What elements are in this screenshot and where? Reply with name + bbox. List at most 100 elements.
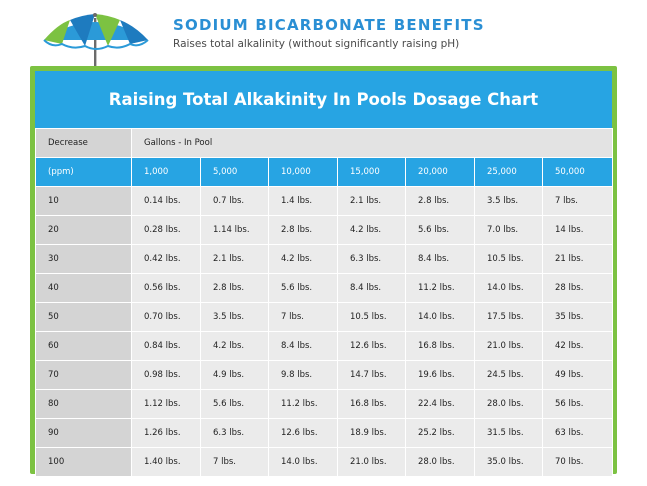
ppm-cell: 70 [35,360,132,390]
dosage-cell: 19.6 lbs. [405,360,475,390]
dosage-cell: 14.0 lbs. [405,302,475,332]
dosage-cell: 14.0 lbs. [268,447,338,477]
dosage-cell: 28 lbs. [541,273,614,303]
dosage-cell: 1.26 lbs. [131,418,201,448]
dosage-cell: 5.6 lbs. [200,389,269,419]
ppm-cell: 80 [35,389,132,419]
ppm-cell: 10 [35,186,132,216]
dosage-table: Decrease Gallons - In Pool (ppm) 1,000 5… [35,128,614,477]
dosage-cell: 2.8 lbs. [200,273,269,303]
dosage-cell: 24.5 lbs. [474,360,543,390]
dosage-cell: 7 lbs. [541,186,614,216]
dosage-cell: 2.8 lbs. [405,186,475,216]
dosage-cell: 70 lbs. [541,447,614,477]
dosage-cell: 56 lbs. [541,389,614,419]
dosage-cell: 2.8 lbs. [268,215,338,245]
dosage-cell: 16.8 lbs. [337,389,406,419]
dosage-cell: 1.12 lbs. [131,389,201,419]
dosage-cell: 28.0 lbs. [474,389,543,419]
gallons-header: Gallons - In Pool [130,128,614,158]
decrease-header: Decrease [35,128,132,158]
dosage-cell: 4.9 lbs. [200,360,269,390]
dosage-cell: 21.0 lbs. [474,331,543,361]
table-row: 10 0.14 lbs. 0.7 lbs. 1.4 lbs. 2.1 lbs. 2.8 l… [35,186,614,216]
dosage-cell: 12.6 lbs. [268,418,338,448]
dosage-cell: 0.84 lbs. [131,331,201,361]
gallons-row: (ppm) 1,000 5,000 10,000 15,000 20,000 2… [35,157,614,187]
dosage-cell: 25.2 lbs. [405,418,475,448]
gallons-cell: 10,000 [268,157,338,187]
table-row: 20 0.28 lbs. 1.14 lbs. 2.8 lbs. 4.2 lbs. 5.6 … [35,215,614,245]
dosage-cell: 14.0 lbs. [474,273,543,303]
dosage-cell: 1.4 lbs. [268,186,338,216]
dosage-cell: 5.6 lbs. [268,273,338,303]
dosage-cell: 63 lbs. [541,418,614,448]
dosage-cell: 10.5 lbs. [337,302,406,332]
dosage-cell: 1.40 lbs. [131,447,201,477]
dosage-cell: 0.7 lbs. [200,186,269,216]
dosage-cell: 7 lbs. [268,302,338,332]
dosage-cell: 16.8 lbs. [405,331,475,361]
dosage-cell: 12.6 lbs. [337,331,406,361]
dosage-cell: 6.3 lbs. [337,244,406,274]
gallons-cell: 15,000 [337,157,406,187]
dosage-cell: 21.0 lbs. [337,447,406,477]
dosage-cell: 49 lbs. [541,360,614,390]
gallons-cell: 20,000 [405,157,475,187]
dosage-cell: 31.5 lbs. [474,418,543,448]
dosage-cell: 9.8 lbs. [268,360,338,390]
dosage-cell: 35.0 lbs. [474,447,543,477]
dosage-cell: 42 lbs. [541,331,614,361]
dosage-cell: 14 lbs. [541,215,614,245]
dosage-cell: 28.0 lbs. [405,447,475,477]
ppm-cell: 30 [35,244,132,274]
beach-umbrella-icon [43,13,149,68]
dosage-cell: 10.5 lbs. [474,244,543,274]
ppm-cell: 100 [35,447,132,477]
table-row: 50 0.70 lbs. 3.5 lbs. 7 lbs. 10.5 lbs. 14.0 l… [35,302,614,332]
dosage-cell: 6.3 lbs. [200,418,269,448]
dosage-cell: 5.6 lbs. [405,215,475,245]
gallons-cell: 5,000 [200,157,269,187]
dosage-cell: 11.2 lbs. [405,273,475,303]
ppm-cell: 60 [35,331,132,361]
table-row: 70 0.98 lbs. 4.9 lbs. 9.8 lbs. 14.7 lbs. 19.6… [35,360,614,390]
table-header-row: Decrease Gallons - In Pool [35,128,614,158]
dosage-cell: 8.4 lbs. [405,244,475,274]
dosage-cell: 0.14 lbs. [131,186,201,216]
dosage-cell: 11.2 lbs. [268,389,338,419]
gallons-cell: 1,000 [131,157,201,187]
gallons-cell: 50,000 [541,157,614,187]
dosage-cell: 0.42 lbs. [131,244,201,274]
header-subtitle: Raises total alkalinity (without signifi… [173,38,460,50]
table-row: 30 0.42 lbs. 2.1 lbs. 4.2 lbs. 6.3 lbs. 8.4 l… [35,244,614,274]
dosage-cell: 21 lbs. [541,244,614,274]
table-row: 90 1.26 lbs. 6.3 lbs. 12.6 lbs. 18.9 lbs. 25.… [35,418,614,448]
dosage-cell: 0.70 lbs. [131,302,201,332]
table-row: 40 0.56 lbs. 2.8 lbs. 5.6 lbs. 8.4 lbs. 11.2 … [35,273,614,303]
dosage-cell: 8.4 lbs. [268,331,338,361]
dosage-cell: 3.5 lbs. [200,302,269,332]
dosage-cell: 4.2 lbs. [268,244,338,274]
dosage-cell: 7.0 lbs. [474,215,543,245]
dosage-cell: 4.2 lbs. [337,215,406,245]
ppm-cell: 40 [35,273,132,303]
header-title: SODIUM BICARBONATE BENEFITS [173,16,485,34]
dosage-cell: 0.28 lbs. [131,215,201,245]
chart-title: Raising Total Alkakinity In Pools Dosage… [35,71,612,128]
dosage-cell: 0.56 lbs. [131,273,201,303]
dosage-cell: 4.2 lbs. [200,331,269,361]
dosage-cell: 35 lbs. [541,302,614,332]
ppm-cell: 90 [35,418,132,448]
dosage-cell: 8.4 lbs. [337,273,406,303]
dosage-cell: 18.9 lbs. [337,418,406,448]
ppm-cell: 50 [35,302,132,332]
table-row: 100 1.40 lbs. 7 lbs. 14.0 lbs. 21.0 lbs. 28.0… [35,447,614,477]
ppm-cell: 20 [35,215,132,245]
units-header: (ppm) [35,157,132,187]
dosage-cell: 2.1 lbs. [337,186,406,216]
dosage-cell: 2.1 lbs. [200,244,269,274]
dosage-cell: 7 lbs. [200,447,269,477]
table-row: 80 1.12 lbs. 5.6 lbs. 11.2 lbs. 16.8 lbs. 22.… [35,389,614,419]
table-row: 60 0.84 lbs. 4.2 lbs. 8.4 lbs. 12.6 lbs. 16.8… [35,331,614,361]
